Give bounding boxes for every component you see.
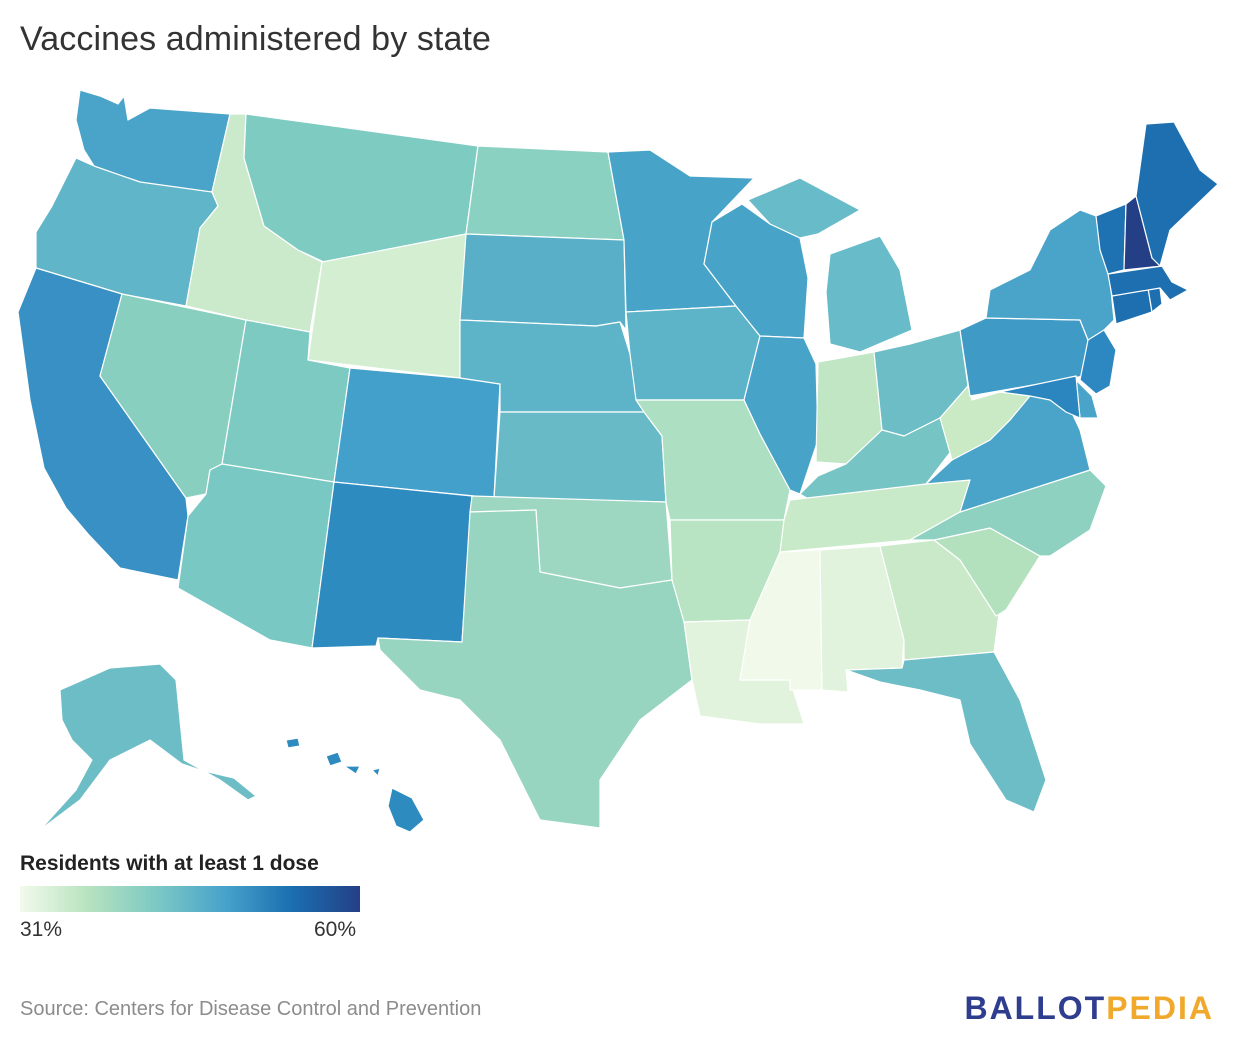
state-KS[interactable]: [493, 411, 667, 503]
state-IA[interactable]: [625, 305, 761, 401]
source-note: Source: Centers for Disease Control and …: [20, 998, 482, 1020]
state-ND[interactable]: [465, 145, 625, 241]
logo-part2: PEDIA: [1106, 990, 1214, 1026]
state-ME[interactable]: [1135, 121, 1219, 267]
state-AK[interactable]: [39, 663, 257, 831]
state-HI[interactable]: [285, 737, 425, 833]
logo-part1: BALLOT: [964, 990, 1107, 1026]
chart-title: Vaccines administered by state: [20, 20, 492, 58]
legend-max-label: 60%: [314, 918, 357, 941]
state-TX[interactable]: [377, 509, 693, 829]
legend-title: Residents with at least 1 dose: [20, 852, 319, 875]
state-SD[interactable]: [459, 233, 627, 331]
state-MI[interactable]: [747, 177, 913, 353]
state-NJ[interactable]: [1079, 329, 1117, 395]
state-WI[interactable]: [703, 203, 809, 339]
state-NM[interactable]: [311, 481, 473, 649]
state-MA[interactable]: [1107, 265, 1189, 301]
ballotpedia-logo[interactable]: BALLOTPEDIA: [964, 990, 1214, 1027]
state-FL[interactable]: [845, 651, 1047, 813]
legend-min-label: 31%: [20, 918, 63, 941]
legend-color-bar: [20, 886, 360, 912]
state-CO[interactable]: [333, 367, 501, 499]
state-MD[interactable]: [999, 375, 1081, 419]
state-VT[interactable]: [1095, 203, 1127, 275]
